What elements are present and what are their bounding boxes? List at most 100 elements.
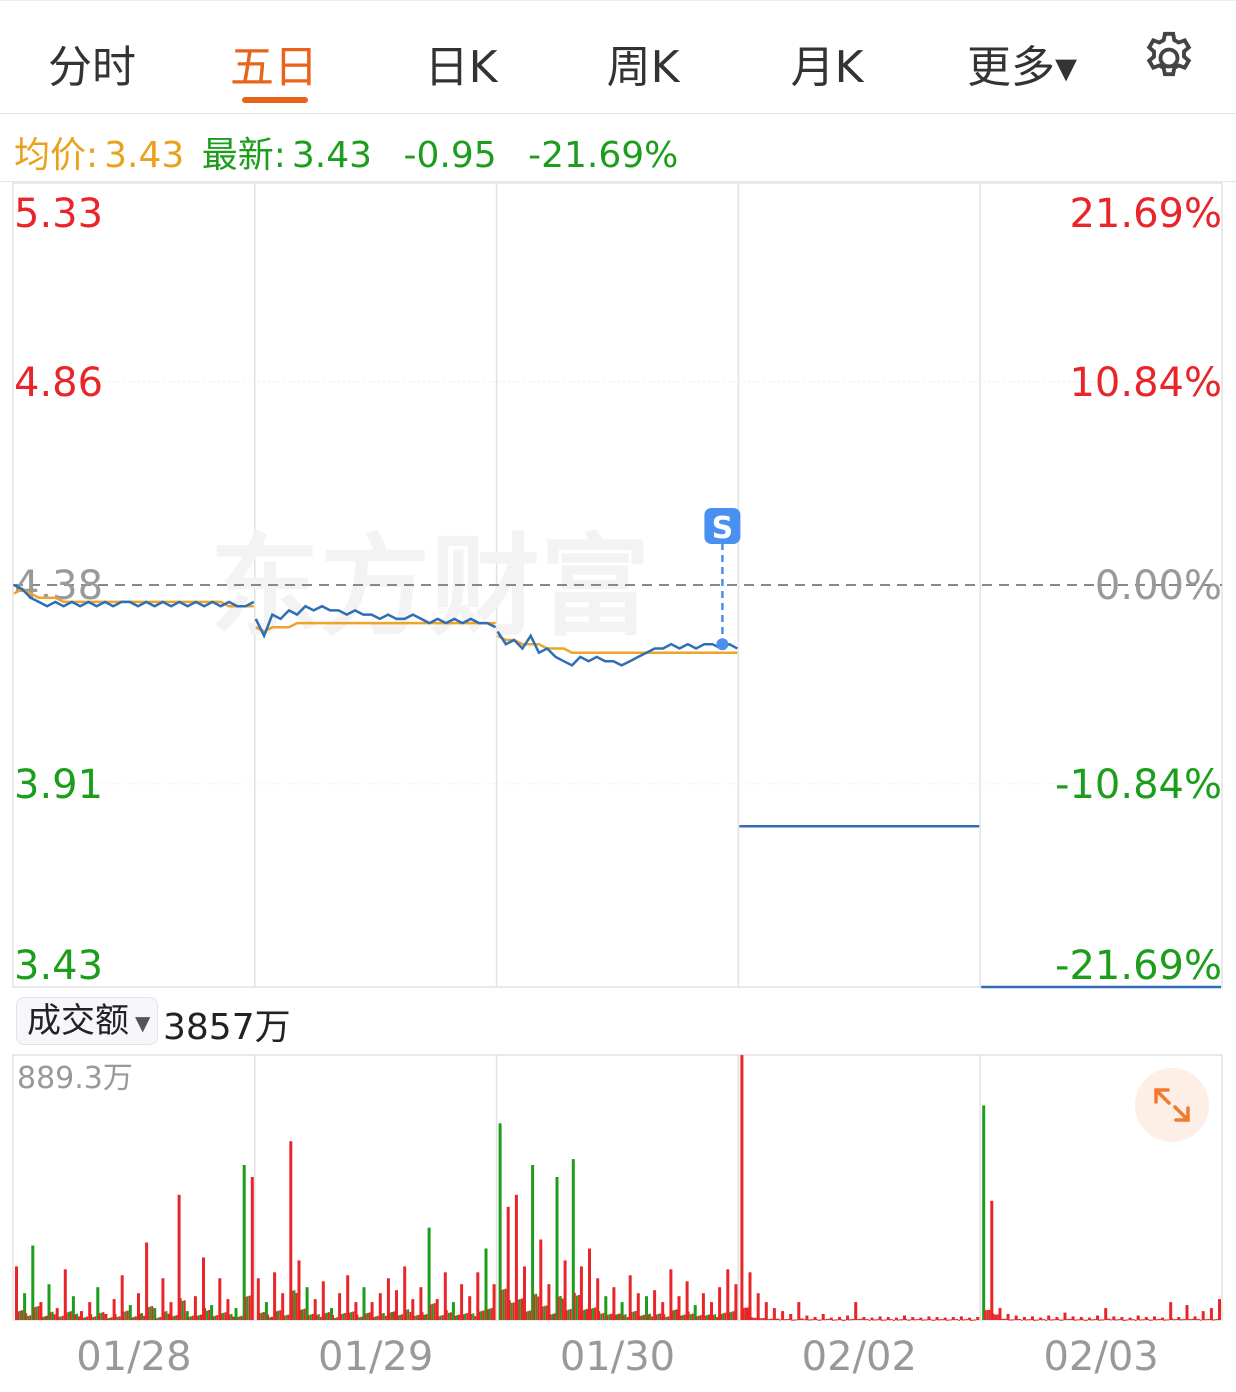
tab-more[interactable]: 更多▾: [966, 42, 1078, 93]
volume-bar: [823, 1319, 826, 1321]
volume-bar: [37, 1306, 40, 1320]
turnover-total: 3857万: [163, 1007, 291, 1048]
volume-bar: [309, 1314, 312, 1320]
gear-icon[interactable]: [1140, 29, 1198, 87]
volume-bar: [781, 1311, 785, 1320]
volume-bar: [634, 1310, 637, 1320]
volume-bar: [888, 1319, 891, 1321]
signal-marker-label: S: [712, 511, 734, 546]
volume-bar: [797, 1302, 801, 1320]
volume-bar: [137, 1293, 140, 1320]
volume-bar: [697, 1315, 700, 1320]
volume-bar: [1120, 1317, 1124, 1320]
volume-bar: [167, 1313, 170, 1320]
volume-bar: [882, 1319, 885, 1321]
volume-bar: [283, 1315, 286, 1320]
volume-bar: [833, 1319, 836, 1321]
volume-bar: [132, 1316, 135, 1320]
volume-bar: [348, 1312, 351, 1320]
volume-bar: [321, 1281, 325, 1320]
volume-bar: [512, 1302, 515, 1320]
volume-bar: [913, 1319, 916, 1321]
volume-bar: [592, 1308, 595, 1320]
volume-bar: [1012, 1319, 1015, 1321]
volume-bar: [760, 1318, 763, 1320]
expand-button[interactable]: [1135, 1068, 1209, 1142]
volume-bar: [1049, 1319, 1052, 1321]
volume-bar: [61, 1315, 64, 1320]
volume-bar: [1136, 1315, 1140, 1320]
volume-bar: [508, 1300, 511, 1320]
volume-bar: [281, 1293, 285, 1320]
volume-bar: [671, 1310, 674, 1320]
volume-bar: [423, 1314, 426, 1320]
volume-bar: [151, 1306, 154, 1320]
volume-type-dropdown[interactable]: 成交额 ▼: [16, 997, 158, 1045]
volume-bar: [949, 1319, 952, 1321]
volume-bar: [569, 1309, 572, 1320]
volume-bar: [1094, 1319, 1096, 1321]
tab-five-day[interactable]: 五日: [230, 42, 318, 93]
tab-daily-k[interactable]: 日K: [424, 42, 498, 93]
volume-bar: [120, 1275, 124, 1320]
volume-bar: [238, 1316, 241, 1320]
volume-bar: [1175, 1319, 1178, 1320]
volume-bar: [866, 1319, 869, 1320]
volume-bar: [606, 1314, 609, 1320]
volume-bar: [555, 1177, 559, 1320]
volume-bar: [600, 1313, 603, 1320]
volume-bar: [1211, 1319, 1214, 1321]
volume-bar: [1069, 1318, 1072, 1320]
volume-bar: [785, 1319, 788, 1321]
volume-bar: [941, 1319, 944, 1321]
tab-monthly-k[interactable]: 月K: [790, 42, 864, 93]
volume-bar: [754, 1317, 757, 1320]
volume-bar: [39, 1302, 43, 1320]
volume-bar: [86, 1316, 89, 1320]
volume-bar: [98, 1313, 101, 1320]
volume-bar: [506, 1206, 510, 1320]
signal-marker: [704, 508, 741, 544]
volume-bar: [478, 1311, 481, 1320]
volume-bar: [33, 1307, 36, 1320]
volume-bar: [232, 1316, 235, 1320]
volume-bar: [45, 1315, 48, 1320]
volume-bar: [559, 1295, 562, 1320]
volume-bar: [777, 1318, 779, 1320]
volume-bar: [618, 1313, 621, 1320]
volume-bar: [976, 1317, 980, 1320]
volume-bar: [783, 1319, 786, 1321]
volume-bar: [768, 1318, 771, 1320]
volume-bar: [171, 1316, 174, 1320]
volume-bar: [748, 1272, 752, 1320]
volume-bar: [518, 1299, 521, 1320]
price-line: [254, 604, 497, 639]
volume-bar: [476, 1272, 480, 1320]
volume-bar: [21, 1310, 24, 1320]
tab-intraday[interactable]: 分时: [48, 42, 136, 93]
volume-bar: [598, 1311, 601, 1320]
volume-bar: [431, 1303, 434, 1320]
volume-bar: [805, 1315, 809, 1320]
volume-bar: [539, 1239, 543, 1320]
volume-bar: [325, 1312, 328, 1320]
volume-bar: [683, 1314, 686, 1320]
volume-bar: [521, 1298, 523, 1320]
volume-bar: [197, 1315, 200, 1320]
volume-bar: [1169, 1302, 1173, 1320]
tab-weekly-k[interactable]: 周K: [606, 42, 680, 93]
volume-bar: [1079, 1317, 1083, 1320]
volume-bar: [84, 1317, 87, 1320]
volume-bar: [970, 1319, 973, 1321]
volume-bar: [425, 1314, 428, 1320]
volume-bar: [210, 1305, 214, 1320]
volume-bar: [533, 1294, 536, 1320]
volume-bar: [939, 1319, 942, 1321]
volume-bar: [29, 1315, 32, 1320]
volume-bar: [1213, 1319, 1216, 1321]
latest-value: 3.43: [291, 135, 373, 176]
volume-bar: [927, 1316, 931, 1320]
volume-bar: [685, 1281, 689, 1320]
volume-bar: [1089, 1319, 1092, 1321]
